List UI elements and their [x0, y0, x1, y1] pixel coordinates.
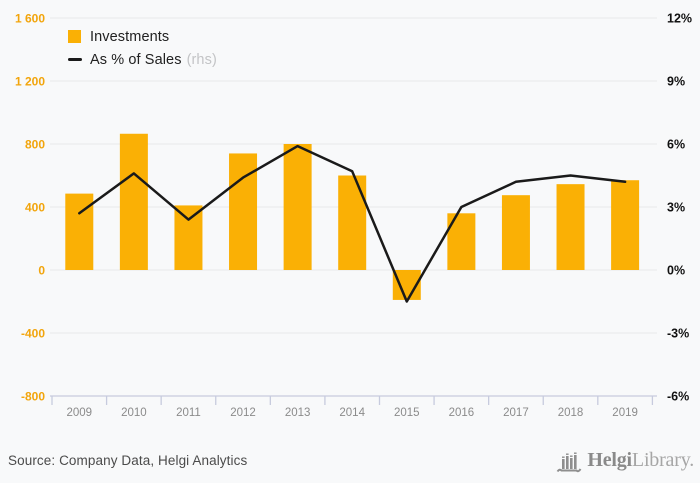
y-axis-label-right: -6%: [667, 390, 689, 404]
legend-rhs-suffix: (rhs): [186, 51, 217, 68]
x-axis-label-2011: 2011: [176, 407, 201, 419]
x-axis-label-2012: 2012: [230, 407, 256, 419]
legend-item-sales-pct[interactable]: As % of Sales (rhs): [68, 50, 217, 69]
chart-footer: Source: Company Data, Helgi Analytics He…: [0, 438, 700, 483]
sales-line-swatch-icon: [68, 58, 82, 61]
y-axis-label-right: -3%: [667, 327, 689, 341]
y-axis-label-right: 9%: [667, 75, 685, 89]
bar-2013: [283, 144, 312, 270]
x-axis-label-2019: 2019: [612, 407, 638, 419]
logo-text-helgi: Helgi: [587, 449, 632, 471]
combo-chart-canvas: 1 600 12% 1 200 9% 800 6% 400 3% 0 0% -400 -3% -800 -…: [15, 12, 692, 420]
legend-item-investments[interactable]: Investments: [68, 27, 217, 46]
helgi-library-logo[interactable]: HelgiLibrary.: [556, 448, 694, 474]
bar-2018: [556, 184, 585, 270]
bar-2011: [174, 205, 203, 270]
y-axis-label-right: 0%: [667, 264, 685, 278]
y-axis-label-left: 400: [25, 201, 45, 215]
y-axis-label-right: 6%: [667, 138, 685, 152]
bar-2010: [119, 133, 148, 270]
bar-2019: [611, 180, 640, 270]
x-axis-label-2010: 2010: [121, 407, 147, 419]
helgi-bars-icon: [557, 452, 582, 472]
source-attribution: Source: Company Data, Helgi Analytics: [8, 453, 248, 468]
bar-2014: [338, 175, 367, 270]
legend-label-investments: Investments: [90, 28, 170, 45]
chart-plot-area: 1 600 12% 1 200 9% 800 6% 400 3% 0 0% -400 -3% -800 -…: [15, 12, 692, 420]
investments-swatch-icon: [68, 30, 81, 43]
y-axis-label-left: -400: [21, 327, 45, 341]
y-axis-label-right: 3%: [667, 201, 685, 215]
x-axis-label-2015: 2015: [394, 407, 420, 419]
x-axis-label-2014: 2014: [339, 407, 365, 419]
y-axis-label-left: 1 200: [15, 75, 45, 89]
y-axis-label-right: 12%: [667, 12, 692, 26]
x-axis-label-2009: 2009: [66, 407, 92, 419]
x-axis-label-2017: 2017: [503, 407, 529, 419]
y-axis-label-left: 1 600: [15, 12, 45, 26]
y-axis-label-left: -800: [21, 390, 45, 404]
y-axis-label-left: 0: [38, 264, 45, 278]
logo-text-library: Library.: [631, 449, 694, 471]
logo-wordmark: HelgiLibrary.: [587, 449, 694, 472]
sales-pct-line: [78, 144, 627, 303]
x-axis-label-2013: 2013: [285, 407, 311, 419]
bar-2017: [501, 195, 530, 270]
legend-label-sales-pct: As % of Sales: [90, 51, 182, 68]
x-axis-label-2016: 2016: [449, 407, 475, 419]
chart-legend: Investments As % of Sales (rhs): [68, 27, 217, 73]
x-axis-label-2018: 2018: [558, 407, 584, 419]
y-axis-label-left: 800: [25, 138, 45, 152]
